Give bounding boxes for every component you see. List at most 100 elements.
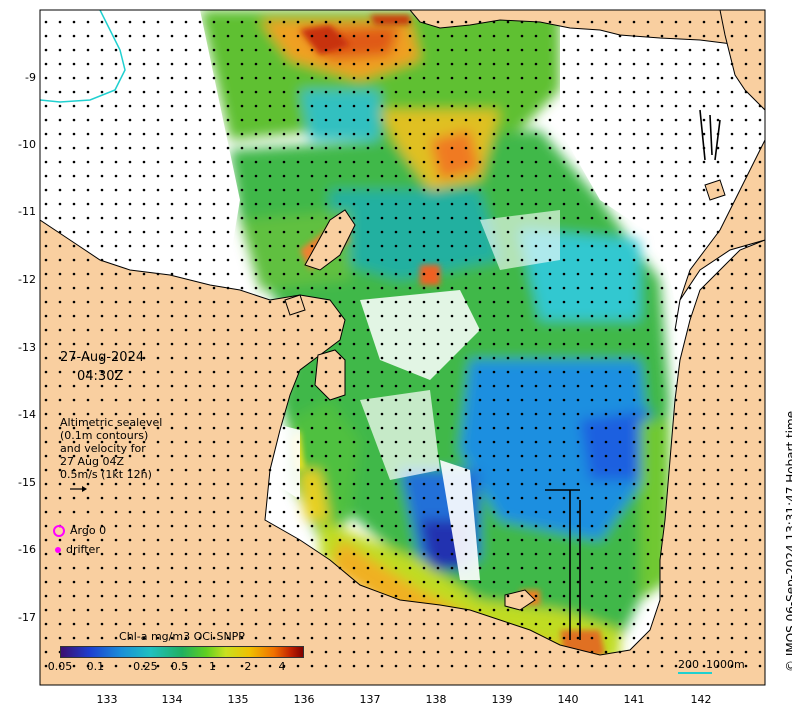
velocity-vector xyxy=(408,426,412,430)
velocity-vector xyxy=(702,328,706,332)
velocity-vector xyxy=(408,48,412,52)
velocity-vector xyxy=(254,524,258,528)
velocity-vector xyxy=(688,76,692,80)
velocity-vector xyxy=(170,412,174,416)
velocity-vector xyxy=(464,216,468,220)
velocity-vector xyxy=(184,202,188,206)
velocity-vector xyxy=(730,90,734,94)
velocity-vector xyxy=(58,496,62,500)
velocity-vector xyxy=(44,328,48,332)
velocity-vector xyxy=(296,594,300,598)
velocity-vector xyxy=(632,342,636,346)
velocity-vector xyxy=(464,314,468,318)
velocity-vector xyxy=(674,328,678,332)
velocity-vector xyxy=(716,20,720,24)
velocity-vector xyxy=(72,230,76,234)
velocity-vector xyxy=(268,230,272,234)
velocity-vector xyxy=(394,426,398,430)
velocity-vector xyxy=(520,272,524,276)
velocity-vector xyxy=(212,496,216,500)
velocity-vector xyxy=(576,34,580,38)
velocity-vector xyxy=(86,510,90,514)
velocity-vector xyxy=(520,300,524,304)
velocity-vector xyxy=(534,524,538,528)
velocity-vector xyxy=(128,426,132,430)
velocity-vector xyxy=(198,328,202,332)
velocity-vector xyxy=(142,356,146,360)
velocity-vector xyxy=(436,104,440,108)
velocity-vector xyxy=(240,118,244,122)
velocity-vector xyxy=(534,412,538,416)
velocity-vector xyxy=(394,314,398,318)
velocity-vector xyxy=(660,272,664,276)
velocity-vector xyxy=(674,594,678,598)
velocity-vector xyxy=(198,552,202,556)
velocity-vector xyxy=(282,664,286,668)
velocity-vector xyxy=(646,356,650,360)
velocity-vector xyxy=(72,286,76,290)
velocity-vector xyxy=(86,328,90,332)
velocity-vector xyxy=(548,104,552,108)
velocity-vector xyxy=(534,286,538,290)
velocity-vector xyxy=(632,216,636,220)
lat-tick: -12 xyxy=(18,273,36,286)
velocity-vector xyxy=(282,62,286,66)
velocity-vector xyxy=(422,356,426,360)
velocity-vector xyxy=(198,314,202,318)
velocity-vector xyxy=(758,20,762,24)
velocity-vector xyxy=(352,328,356,332)
velocity-vector xyxy=(408,482,412,486)
velocity-vector xyxy=(296,230,300,234)
velocity-vector xyxy=(184,90,188,94)
velocity-vector xyxy=(296,286,300,290)
velocity-vector xyxy=(674,496,678,500)
velocity-vector xyxy=(86,594,90,598)
velocity-vector xyxy=(338,202,342,206)
velocity-vector xyxy=(716,90,720,94)
velocity-vector xyxy=(646,258,650,262)
velocity-vector xyxy=(142,426,146,430)
velocity-vector xyxy=(114,188,118,192)
velocity-vector xyxy=(296,300,300,304)
velocity-vector xyxy=(44,636,48,640)
velocity-vector xyxy=(450,636,454,640)
velocity-vector xyxy=(450,482,454,486)
velocity-vector xyxy=(72,468,76,472)
velocity-vector xyxy=(590,482,594,486)
velocity-vector xyxy=(548,76,552,80)
velocity-vector xyxy=(324,454,328,458)
velocity-vector xyxy=(422,146,426,150)
velocity-vector xyxy=(366,272,370,276)
velocity-vector xyxy=(366,622,370,626)
velocity-vector xyxy=(198,524,202,528)
velocity-vector xyxy=(44,454,48,458)
velocity-vector xyxy=(506,244,510,248)
velocity-vector xyxy=(702,594,706,598)
velocity-vector xyxy=(324,510,328,514)
velocity-vector xyxy=(436,76,440,80)
velocity-vector xyxy=(282,118,286,122)
velocity-vector xyxy=(240,552,244,556)
velocity-vector xyxy=(520,160,524,164)
velocity-vector xyxy=(226,132,230,136)
velocity-vector xyxy=(114,468,118,472)
velocity-vector xyxy=(548,608,552,612)
velocity-vector xyxy=(240,174,244,178)
velocity-vector xyxy=(520,20,524,24)
velocity-vector xyxy=(716,328,720,332)
velocity-vector xyxy=(72,440,76,444)
velocity-vector xyxy=(338,496,342,500)
velocity-vector xyxy=(114,62,118,66)
velocity-vector xyxy=(408,664,412,668)
velocity-vector xyxy=(352,412,356,416)
velocity-vector xyxy=(744,482,748,486)
velocity-vector xyxy=(422,384,426,388)
velocity-vector xyxy=(758,230,762,234)
velocity-vector xyxy=(422,230,426,234)
velocity-vector xyxy=(744,440,748,444)
velocity-vector xyxy=(492,426,496,430)
velocity-vector xyxy=(254,146,258,150)
velocity-vector xyxy=(646,370,650,374)
velocity-vector xyxy=(548,188,552,192)
velocity-vector xyxy=(240,146,244,150)
